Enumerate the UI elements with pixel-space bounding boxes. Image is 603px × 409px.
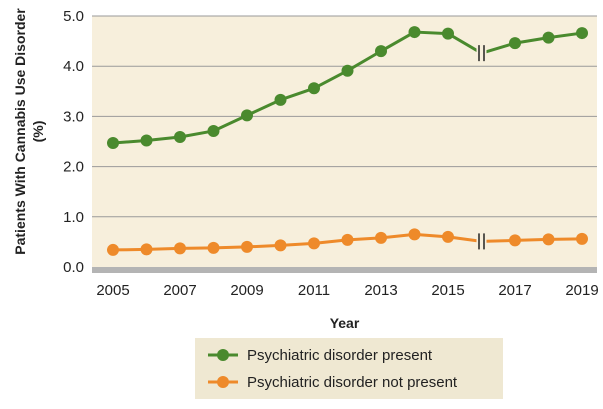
legend-marker <box>217 376 229 388</box>
y-tick-label: 3.0 <box>63 108 84 125</box>
data-point <box>442 230 454 243</box>
x-tick-label: 2011 <box>298 282 330 299</box>
x-tick-label: 2019 <box>565 282 598 299</box>
series-line-segment <box>312 69 349 90</box>
series-line-segment <box>212 113 249 133</box>
data-point <box>576 27 588 40</box>
x-tick-label: 2017 <box>498 282 531 299</box>
data-point <box>341 64 354 77</box>
series-line-segment <box>346 49 383 73</box>
axis-break-marker <box>476 233 487 250</box>
data-point <box>241 109 253 122</box>
axis-break-marker <box>476 45 487 62</box>
y-tick-label: 4.0 <box>63 58 84 75</box>
legend: Psychiatric disorder present Psychiatric … <box>195 338 503 399</box>
series-2 <box>107 228 588 256</box>
data-point <box>542 233 555 246</box>
data-point <box>509 234 521 247</box>
x-axis-baseline <box>92 267 597 273</box>
y-axis-title-line: Patients With Cannabis Use Disorder <box>12 8 28 255</box>
data-point <box>274 93 287 106</box>
data-point <box>207 241 220 254</box>
y-axis-ticks: 0.0 1.0 2.0 3.0 4.0 5.0 <box>63 8 84 276</box>
legend-item-2: Psychiatric disorder not present <box>208 374 458 391</box>
legend-box <box>195 338 503 399</box>
x-axis-title: Year <box>330 315 360 331</box>
y-tick-label: 5.0 <box>63 8 84 25</box>
x-tick-label: 2007 <box>163 282 196 299</box>
data-point <box>140 243 153 256</box>
series-layer <box>107 26 588 256</box>
data-point <box>542 31 555 44</box>
data-point <box>408 228 421 241</box>
legend-label: Psychiatric disorder present <box>247 347 433 364</box>
data-point <box>308 82 320 95</box>
y-tick-label: 0.0 <box>63 259 84 276</box>
legend-marker <box>217 349 229 361</box>
data-point <box>442 27 454 40</box>
data-point <box>308 237 320 250</box>
data-point <box>509 37 521 50</box>
data-point <box>375 231 387 244</box>
x-tick-label: 2013 <box>364 282 397 299</box>
y-tick-label: 1.0 <box>63 209 84 226</box>
data-point <box>408 26 421 39</box>
data-point <box>576 232 588 245</box>
x-tick-label: 2015 <box>431 282 464 299</box>
data-point <box>174 242 186 255</box>
y-axis-title: Patients With Cannabis Use Disorder (%) <box>12 8 46 255</box>
data-point <box>241 240 253 253</box>
legend-label: Psychiatric disorder not present <box>247 374 458 391</box>
y-axis-title-line: (%) <box>30 121 46 143</box>
plot-area <box>92 16 597 267</box>
data-point <box>274 239 287 252</box>
data-point <box>140 134 153 147</box>
gridlines <box>92 15 597 218</box>
data-point <box>107 137 119 150</box>
data-point <box>341 233 354 246</box>
series-1 <box>107 26 588 150</box>
y-tick-label: 2.0 <box>63 159 84 176</box>
data-point <box>174 130 186 143</box>
series-line-segment <box>379 30 416 53</box>
x-axis-ticks: 2005 2007 2009 2011 2013 2015 2017 2019 <box>96 282 598 299</box>
x-tick-label: 2009 <box>230 282 263 299</box>
legend-item-1: Psychiatric disorder present <box>208 347 433 364</box>
series-line-segment <box>446 32 483 55</box>
data-point <box>207 124 220 137</box>
data-point <box>375 45 387 58</box>
series-line-segment <box>245 98 282 117</box>
data-point <box>107 243 119 256</box>
x-tick-label: 2005 <box>96 282 129 299</box>
